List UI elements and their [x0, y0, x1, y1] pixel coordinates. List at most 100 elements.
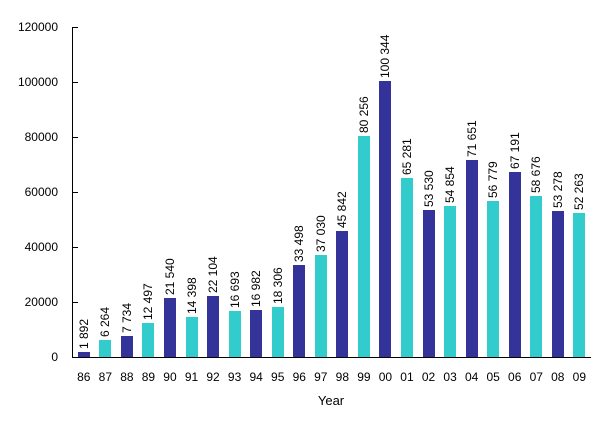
y-tick-mark: [73, 247, 78, 248]
x-tick-label: 86: [77, 370, 91, 384]
bar-value-label: 52 263: [572, 173, 587, 211]
bar-slot: 7 734: [116, 27, 138, 357]
bar: [314, 255, 327, 357]
bar: [163, 297, 176, 357]
x-tick-label: 93: [227, 370, 242, 384]
bar-value-label: 7 734: [119, 302, 134, 333]
x-tick-label: 07: [529, 370, 543, 384]
y-tick-mark: [73, 192, 78, 193]
bar: [99, 339, 112, 357]
bar-value-label: 6 264: [98, 306, 113, 337]
y-tick-label: 20000: [24, 295, 58, 309]
bar-slot: 37 030: [310, 27, 332, 357]
bar-value-label: 22 104: [206, 256, 221, 294]
bar: [551, 210, 564, 357]
bar-slot: 12 497: [138, 27, 160, 357]
bar-value-label: 45 842: [335, 191, 350, 228]
y-tick-mark: [73, 302, 78, 303]
x-tick-label: 95: [271, 370, 285, 384]
bar-value-label: 53 530: [421, 170, 436, 207]
bar-slot: 16 982: [245, 27, 267, 357]
x-tick-label: 04: [464, 370, 479, 384]
bar: [357, 136, 370, 357]
x-tick-label: 89: [141, 370, 156, 384]
bar-value-label: 33 498: [292, 225, 307, 262]
bar-value-label: 16 982: [249, 270, 264, 308]
y-tick-mark: [73, 137, 78, 138]
bar: [293, 264, 306, 357]
bar-value-label: 21 540: [162, 258, 177, 295]
bar-slot: 65 281: [396, 27, 418, 357]
bar-slot: 1 892: [73, 27, 95, 357]
bar-slot: 22 104: [202, 27, 224, 357]
bar: [250, 310, 263, 357]
bar: [530, 195, 543, 357]
bar-slot: 53 530: [418, 27, 440, 357]
x-tick-label: 99: [357, 370, 371, 384]
y-tick-label: 40000: [24, 240, 58, 254]
x-tick-label: 87: [98, 370, 112, 384]
bar-slot: 67 191: [504, 27, 526, 357]
bar-value-label: 100 344: [378, 34, 393, 79]
bar-slot: 54 854: [439, 27, 461, 357]
y-tick-label: 100000: [17, 75, 58, 89]
bar-slot: 52 263: [569, 27, 591, 357]
x-tick-label: 02: [421, 370, 436, 384]
bar-value-label: 56 779: [486, 161, 501, 198]
bar-slot: 18 306: [267, 27, 289, 357]
y-tick-label: 120000: [17, 20, 58, 34]
x-tick-label: 09: [572, 370, 587, 384]
bar: [400, 177, 413, 357]
bar-value-label: 65 281: [399, 137, 414, 175]
bars-container: 1 892 6 264 7 734 12 497 21 540 14 398 22 104 1…: [73, 27, 590, 357]
bar-value-label: 1 892: [76, 318, 91, 349]
y-tick-mark: [73, 82, 78, 83]
x-tick-label: 05: [486, 370, 500, 384]
bar-value-label: 58 676: [529, 155, 544, 193]
bar: [271, 306, 284, 357]
bar-slot: 6 264: [95, 27, 117, 357]
bar: [573, 213, 586, 357]
bar-value-label: 67 191: [507, 132, 522, 170]
bar-value-label: 12 497: [141, 282, 156, 320]
bar-value-label: 80 256: [356, 96, 371, 134]
bar: [465, 160, 478, 357]
bar-slot: 56 779: [482, 27, 504, 357]
bar: [77, 351, 90, 357]
plot-area: 1 892 6 264 7 734 12 497 21 540 14 398 22 104 1…: [73, 27, 590, 357]
x-axis-title: Year: [317, 393, 345, 408]
bar-slot: 33 498: [288, 27, 310, 357]
x-axis-tick-labels: 86 87 88 89 90 91 92 93 94 95 96 97 98 99 00 01 02 03 04 05…: [73, 370, 590, 384]
y-tick-mark: [73, 27, 78, 28]
x-tick-label: 00: [378, 370, 393, 384]
y-tick-label: 80000: [24, 130, 58, 144]
bar: [487, 200, 500, 357]
bar-slot: 16 693: [224, 27, 246, 357]
bar: [185, 317, 198, 357]
bar: [120, 335, 133, 357]
x-tick-label: 98: [335, 370, 350, 384]
bar-slot: 14 398: [181, 27, 203, 357]
bar-slot: 21 540: [159, 27, 181, 357]
x-tick-label: 01: [400, 370, 414, 384]
bar-slot: 71 651: [461, 27, 483, 357]
x-tick-label: 88: [120, 370, 134, 384]
x-tick-label: 97: [314, 370, 328, 384]
x-tick-label: 96: [292, 370, 306, 384]
bar-value-label: 54 854: [443, 166, 458, 204]
bar: [228, 311, 241, 357]
x-tick-label: 06: [508, 370, 522, 384]
bar-value-label: 14 398: [184, 277, 199, 315]
bar: [508, 172, 521, 357]
y-axis-line: [72, 27, 73, 358]
bar-value-label: 53 278: [550, 170, 565, 208]
bar-slot: 100 344: [375, 27, 397, 357]
bar: [142, 322, 155, 357]
x-axis-line: [72, 357, 591, 358]
x-tick-label: 08: [551, 370, 565, 384]
x-tick-label: 91: [184, 370, 199, 384]
bar-value-label: 16 693: [227, 271, 242, 309]
bar-value-label: 37 030: [313, 215, 328, 253]
bar-slot: 58 676: [525, 27, 547, 357]
